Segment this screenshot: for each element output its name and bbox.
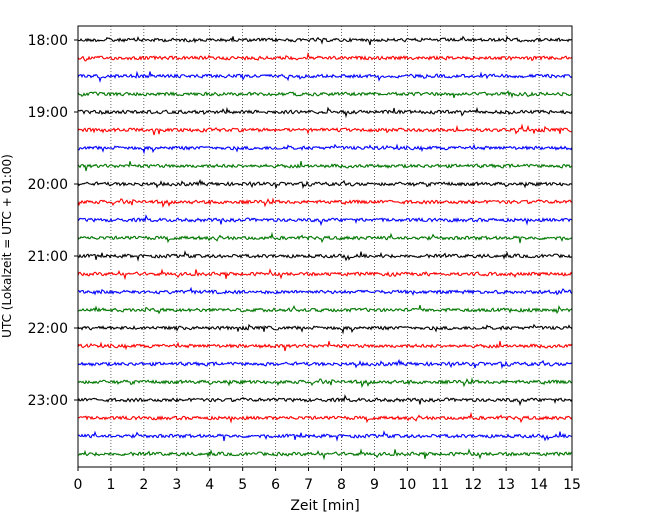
seismic-trace (77, 394, 573, 407)
seismic-trace (77, 197, 573, 209)
seismic-trace (77, 430, 573, 442)
seismic-trace (77, 304, 573, 315)
seismic-trace (77, 377, 573, 389)
x-tick-label: 0 (74, 477, 83, 493)
seismic-trace (77, 123, 573, 136)
x-tick-label: 8 (337, 477, 346, 493)
seismic-trace (77, 106, 573, 119)
x-tick-label: 2 (139, 477, 148, 493)
x-tick-label: 4 (205, 477, 214, 493)
seismic-trace (77, 89, 573, 99)
seismic-trace (77, 231, 573, 244)
seismic-trace (77, 178, 573, 190)
x-tick-label: 11 (431, 477, 449, 493)
y-tick-label: 18:00 (28, 33, 68, 49)
x-tick-label: 15 (563, 477, 581, 493)
seismic-trace (77, 70, 573, 83)
y-tick-label: 20:00 (28, 177, 68, 193)
y-tick-label: 23:00 (28, 393, 68, 409)
seismic-trace (77, 323, 573, 335)
x-tick-label: 13 (497, 477, 515, 493)
seismic-traces (77, 35, 573, 461)
x-tick-label: 7 (304, 477, 313, 493)
y-axis-label: UTC (Lokalzeit = UTC + 01:00) (0, 154, 14, 338)
seismic-trace (77, 411, 573, 424)
seismic-trace (77, 143, 573, 155)
seismic-trace (77, 358, 573, 370)
y-tick-label: 19:00 (28, 105, 68, 121)
seismic-trace (77, 214, 573, 227)
x-tick-label: 6 (271, 477, 280, 493)
seismic-trace (77, 160, 573, 172)
seismic-trace (77, 448, 573, 461)
seismic-trace (77, 268, 573, 281)
seismic-trace (77, 250, 573, 262)
seismic-trace (77, 340, 573, 352)
x-axis-ticks: 0 1 2 3 4 5 6 7 8 9 10 11 12 13 14 15 (74, 467, 581, 493)
x-axis-label: Zeit [min] (290, 498, 359, 514)
seismic-trace (77, 286, 573, 296)
y-axis-ticks: 18:00 19:00 20:00 21:00 22:00 23:00 (28, 33, 78, 409)
plot-background (78, 26, 572, 467)
x-tick-label: 9 (370, 477, 379, 493)
x-tick-label: 5 (238, 477, 247, 493)
y-tick-label: 22:00 (28, 321, 68, 337)
plot-frame (77, 25, 573, 468)
x-tick-label: 12 (464, 477, 482, 493)
x-tick-label: 10 (398, 477, 416, 493)
x-tick-label: 1 (106, 477, 115, 493)
y-tick-label: 21:00 (28, 249, 68, 265)
x-tick-label: 14 (530, 477, 548, 493)
x-tick-label: 3 (172, 477, 181, 493)
seismic-trace (77, 35, 573, 46)
seismic-trace (77, 52, 573, 62)
